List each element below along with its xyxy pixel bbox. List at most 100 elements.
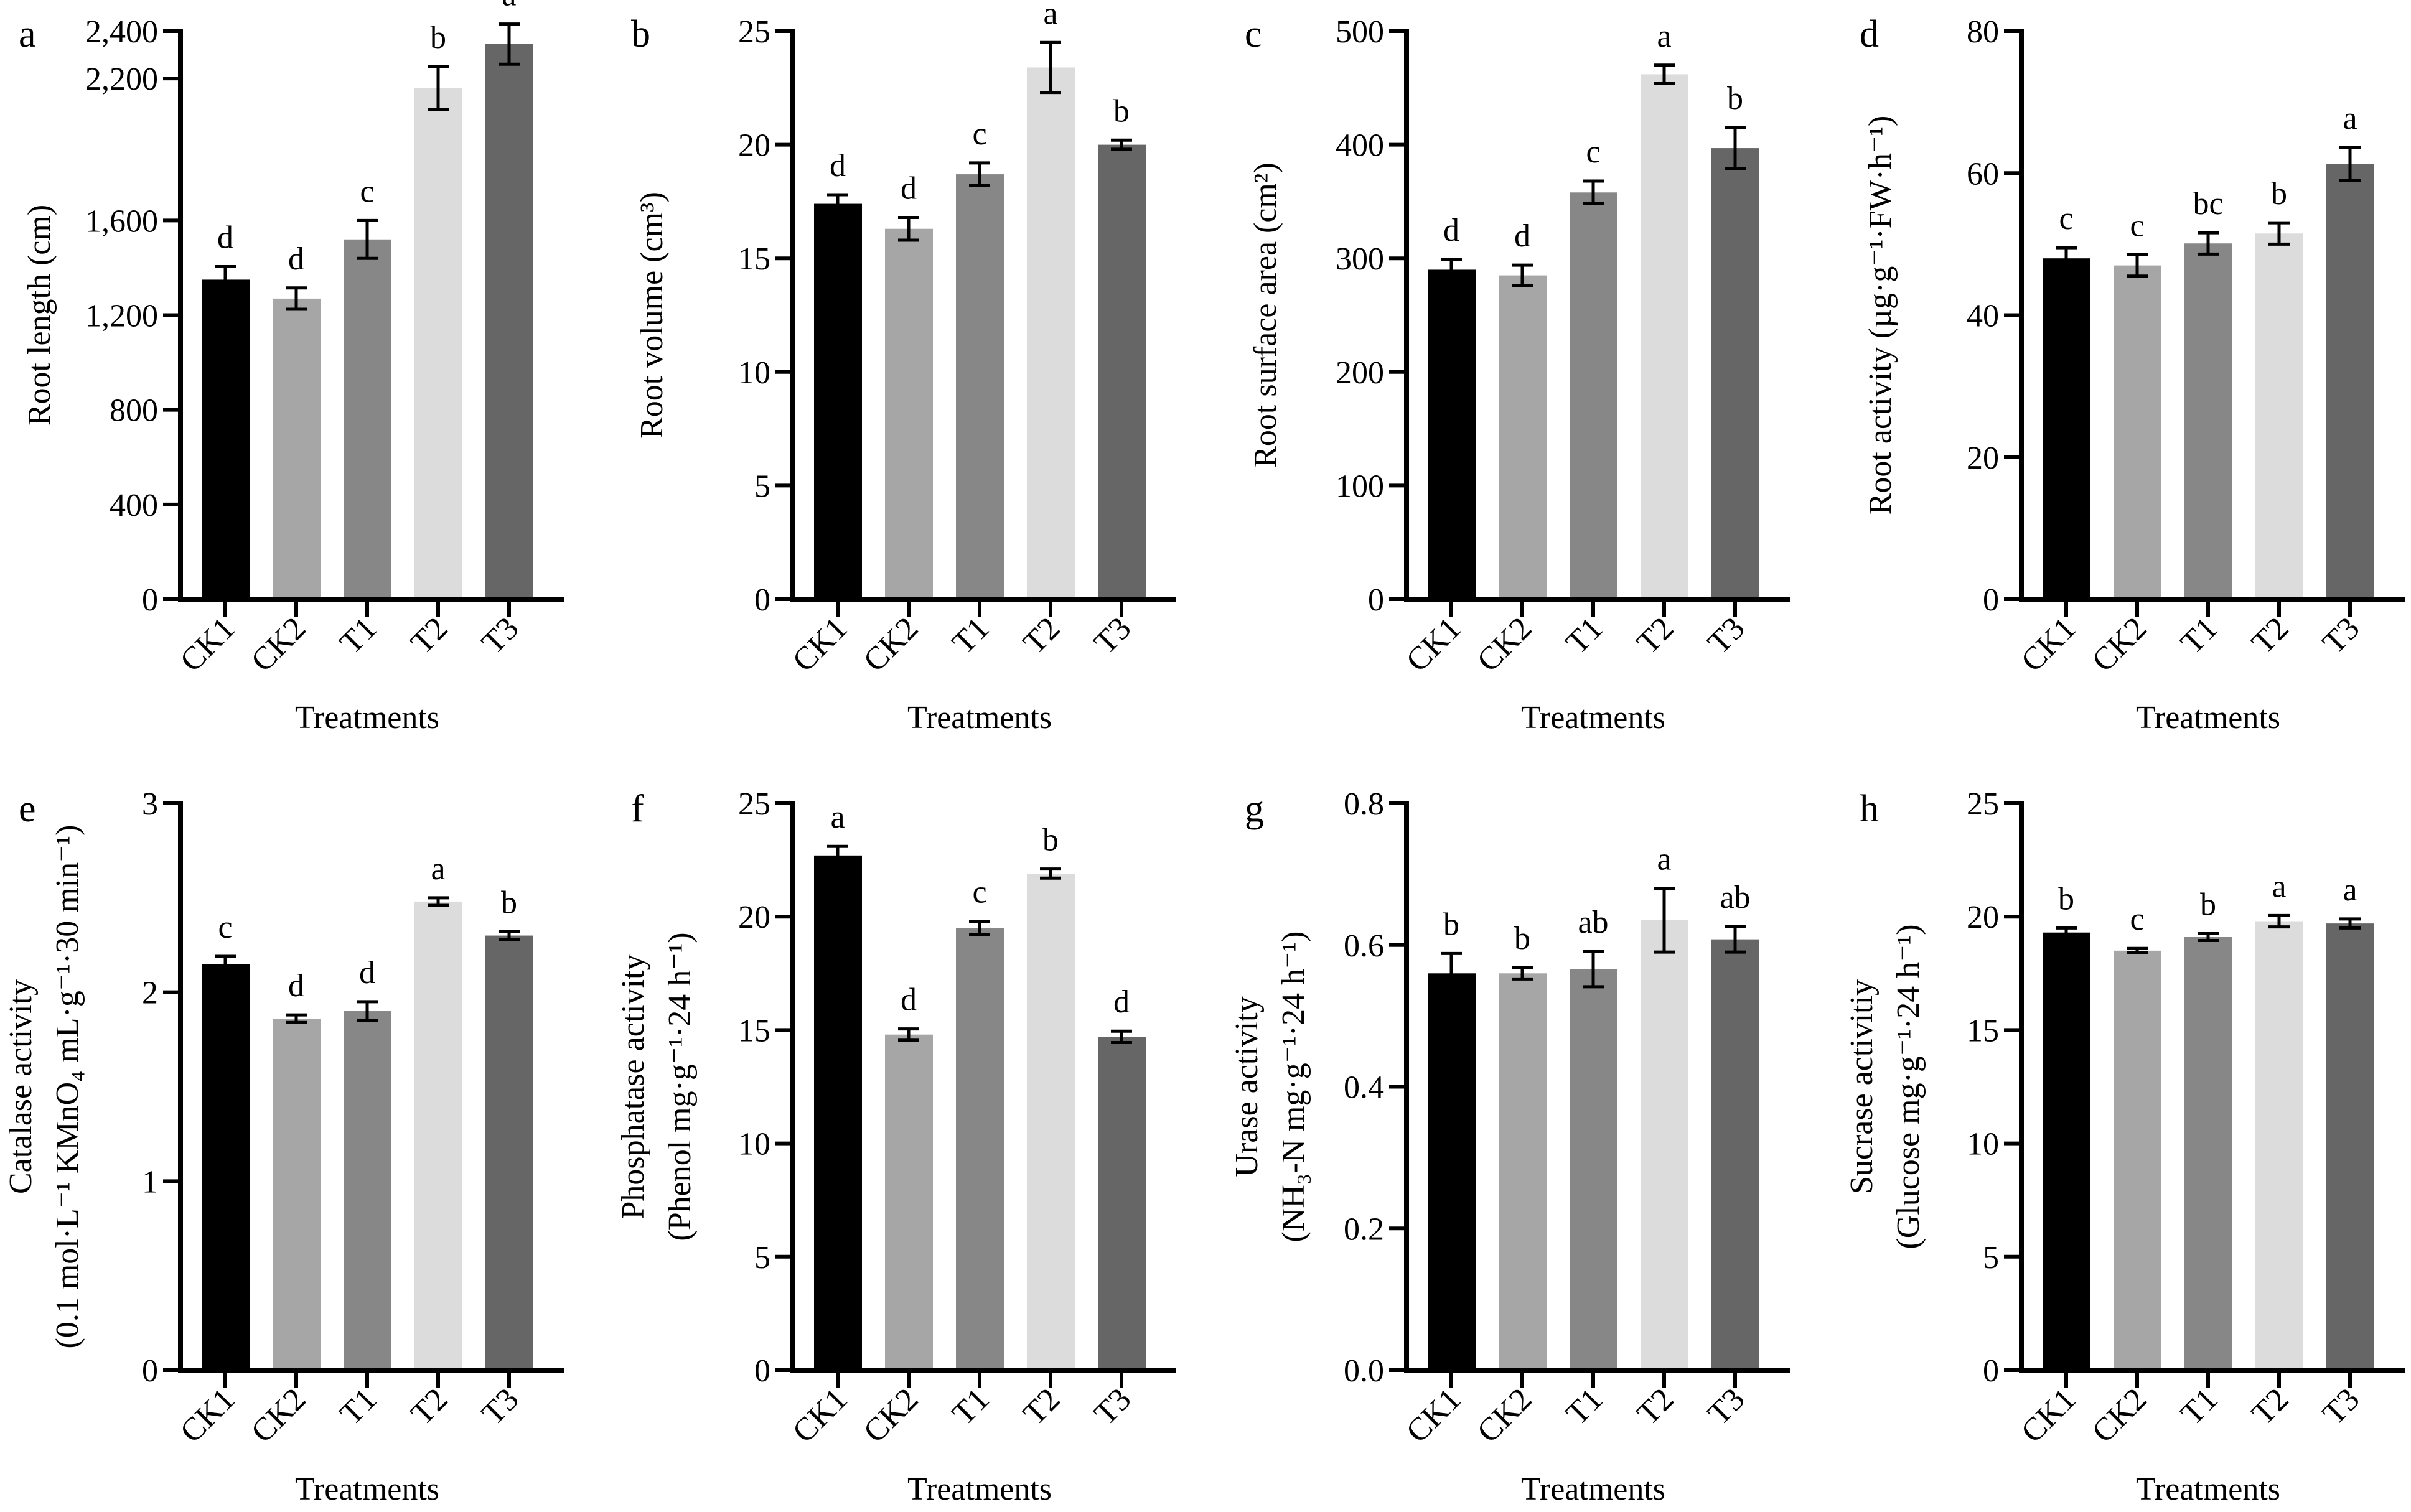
y-tick-label: 0.0 — [1344, 1353, 1384, 1389]
x-tick-label: T2 — [2245, 1381, 2295, 1432]
x-tick-label: CK2 — [1471, 610, 1539, 679]
significance-letter: c — [1586, 134, 1600, 170]
y-tick-label: 20 — [738, 900, 770, 935]
bar-CK1 — [814, 855, 862, 1370]
y-tick-label: 15 — [738, 1013, 770, 1048]
y-axis-label: Root surface area (cm²) — [1248, 162, 1283, 468]
x-tick-label: T1 — [1559, 1381, 1609, 1432]
significance-letter: d — [830, 148, 846, 184]
y-tick-label: 5 — [1983, 1240, 1999, 1276]
bar-T1 — [2184, 243, 2232, 599]
panel-a: a d CK1 d CK2 c T1 b T2 a T3 0 400 800 1,200 1,600 2,200… — [19, 0, 564, 735]
bar-T2 — [1641, 74, 1688, 599]
x-tick-label: CK2 — [857, 1381, 925, 1450]
bar-T3 — [1711, 939, 1759, 1370]
bar-T1 — [1570, 969, 1617, 1370]
y-tick-label: 25 — [738, 14, 770, 50]
y-tick-label: 0 — [1983, 582, 1999, 618]
x-tick-label: T2 — [404, 1381, 454, 1432]
y-tick-label: 400 — [1336, 128, 1384, 164]
panel-letter: d — [1860, 13, 1879, 55]
bar-T1 — [956, 928, 1004, 1370]
x-axis-label: Treatments — [1521, 1472, 1665, 1507]
y-tick-label: 0.8 — [1344, 786, 1384, 822]
y-axis-label: Urase activity — [1229, 996, 1265, 1177]
bar-CK2 — [885, 228, 933, 599]
x-axis-label: Treatments — [1521, 700, 1665, 735]
x-tick-label: T3 — [2316, 1381, 2366, 1432]
significance-letter: bc — [2193, 186, 2223, 222]
x-tick-label: CK1 — [174, 610, 242, 679]
y-tick-label: 400 — [110, 488, 158, 523]
y-tick-label: 300 — [1336, 241, 1384, 277]
significance-letter: c — [218, 910, 232, 945]
significance-letter: d — [288, 241, 304, 277]
y-tick-label: 80 — [1967, 14, 1999, 50]
bar-T3 — [485, 44, 533, 600]
significance-letter: d — [901, 170, 917, 206]
significance-letter: b — [1727, 81, 1743, 116]
bar-CK2 — [885, 1034, 933, 1370]
y-tick-label: 25 — [738, 786, 770, 822]
significance-letter: b — [2271, 176, 2287, 212]
y-tick-label: 0 — [754, 1353, 770, 1389]
y-axis-label: Phosphatase activity — [616, 954, 651, 1219]
y-tick-label: 40 — [1967, 299, 1999, 334]
y-tick-label: 15 — [1967, 1013, 1999, 1048]
x-tick-label: T1 — [333, 610, 383, 661]
y-tick-label: 2 — [142, 976, 158, 1011]
bar-CK1 — [2043, 932, 2090, 1370]
x-axis-label: Treatments — [295, 1472, 439, 1507]
bar-CK2 — [1499, 275, 1547, 600]
x-tick-label: T1 — [945, 1381, 996, 1432]
y-axis-label: (0.1 mol·L⁻¹ KMnO₄ mL·g⁻¹·30 min⁻¹) — [50, 825, 85, 1349]
bar-T3 — [2326, 164, 2374, 599]
y-tick-label: 0 — [1983, 1353, 1999, 1389]
panel-letter: c — [1245, 13, 1262, 55]
significance-letter: a — [2272, 869, 2286, 904]
x-tick-label: CK2 — [2086, 610, 2154, 679]
significance-letter: b — [501, 885, 517, 920]
y-axis-label: Root length (cm) — [22, 205, 57, 426]
x-tick-label: CK1 — [786, 1381, 854, 1450]
x-tick-label: CK1 — [2015, 1381, 2083, 1450]
y-axis-label: Root activity (µg·g⁻¹·FW·h⁻¹) — [1863, 116, 1898, 515]
bar-T3 — [1098, 1037, 1146, 1370]
significance-letter: b — [430, 20, 446, 55]
y-axis-label: (Phenol mg·g⁻¹·24 h⁻¹) — [662, 932, 698, 1241]
y-axis-label: Catalase activity — [3, 979, 39, 1194]
y-axis-label: (NH₃-N mg·g⁻¹·24 h⁻¹) — [1276, 931, 1311, 1243]
significance-letter: c — [972, 874, 986, 910]
x-tick-label: T3 — [1087, 610, 1138, 661]
panel-letter: b — [631, 13, 650, 55]
bar-CK1 — [1428, 269, 1476, 600]
significance-letter: b — [2200, 887, 2216, 923]
x-tick-label: T3 — [2316, 610, 2366, 661]
significance-letter: d — [901, 982, 917, 1018]
panel-letter: h — [1860, 788, 1879, 830]
x-tick-label: T1 — [945, 610, 996, 661]
x-tick-label: T2 — [1630, 610, 1680, 661]
x-axis-label: Treatments — [295, 700, 439, 735]
y-tick-label: 0.6 — [1344, 928, 1384, 964]
y-axis-label: Sucrase activitiy — [1844, 979, 1880, 1194]
y-tick-label: 2,400 — [85, 14, 158, 50]
bar-T2 — [1027, 873, 1075, 1370]
bar-CK2 — [273, 1019, 321, 1370]
x-tick-label: T2 — [2245, 610, 2295, 661]
bar-T1 — [1570, 192, 1617, 599]
significance-letter: a — [1657, 842, 1671, 877]
y-tick-label: 0 — [142, 1353, 158, 1389]
x-axis-label: Treatments — [2136, 700, 2280, 735]
significance-letter: b — [1042, 823, 1059, 858]
significance-letter: d — [1514, 218, 1530, 254]
bar-T2 — [414, 88, 462, 600]
x-tick-label: CK2 — [245, 1381, 313, 1450]
significance-letter: a — [431, 851, 445, 887]
bar-CK1 — [1428, 973, 1476, 1370]
panel-e: e c CK1 d CK2 d T1 a T2 b T3 0 1 2 3 Catalase activity (… — [3, 786, 564, 1507]
significance-letter: ab — [1720, 880, 1750, 915]
significance-letter: a — [2343, 872, 2357, 908]
significance-letter: d — [288, 968, 304, 1004]
x-tick-label: CK2 — [1471, 1381, 1539, 1450]
